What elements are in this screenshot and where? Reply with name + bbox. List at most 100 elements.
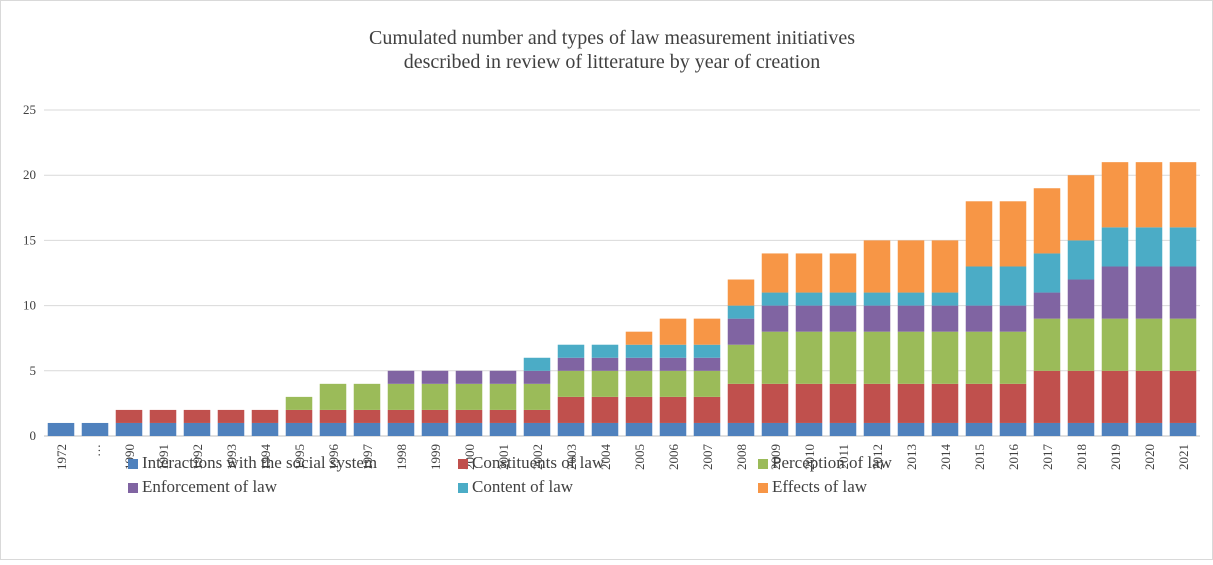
bar-segment bbox=[1135, 227, 1163, 267]
bar-segment bbox=[285, 409, 313, 423]
x-tick-label: 2011 bbox=[836, 444, 851, 470]
x-tick-label: 1991 bbox=[156, 444, 171, 470]
bar-segment bbox=[863, 331, 891, 384]
bar-segment bbox=[183, 409, 211, 423]
bar-segment bbox=[829, 305, 857, 332]
bar-segment bbox=[319, 422, 347, 436]
bar-segment bbox=[319, 409, 347, 423]
bar-segment bbox=[591, 396, 619, 423]
bar-segment bbox=[557, 422, 585, 436]
bar-segment bbox=[727, 383, 755, 423]
bar-segment bbox=[693, 396, 721, 423]
bar-segment bbox=[421, 422, 449, 436]
x-tick-label: 2020 bbox=[1142, 444, 1157, 470]
bar-segment bbox=[897, 422, 925, 436]
bar-segment bbox=[591, 357, 619, 371]
x-tick-label: 2008 bbox=[734, 444, 749, 470]
bar-segment bbox=[761, 422, 789, 436]
legend-label: Interactions with the social system bbox=[142, 453, 377, 472]
bar-segment bbox=[1135, 162, 1163, 228]
bar-segment bbox=[387, 409, 415, 423]
bar-segment bbox=[965, 422, 993, 436]
bar-segment bbox=[591, 422, 619, 436]
bar-segment bbox=[829, 422, 857, 436]
bar-segment bbox=[829, 292, 857, 306]
x-tick-label: 2001 bbox=[496, 444, 511, 470]
x-tick-label: 2005 bbox=[632, 444, 647, 470]
bar-segment bbox=[115, 422, 143, 436]
bar-segment bbox=[251, 422, 279, 436]
bar-segment bbox=[1033, 253, 1061, 293]
bar-segment bbox=[251, 409, 279, 423]
bar-segment bbox=[999, 383, 1027, 423]
x-tick-label: 1998 bbox=[394, 444, 409, 470]
legend-label: Effects of law bbox=[772, 477, 868, 496]
bar-segment bbox=[761, 253, 789, 293]
bar-segment bbox=[863, 292, 891, 306]
x-tick-label: 2019 bbox=[1108, 444, 1123, 470]
bar-segment bbox=[455, 409, 483, 423]
bar-segment bbox=[863, 305, 891, 332]
x-tick-label: 1992 bbox=[190, 444, 205, 470]
bar-segment bbox=[795, 292, 823, 306]
bar-segment bbox=[931, 422, 959, 436]
bar-segment bbox=[285, 396, 313, 410]
bar-segment bbox=[897, 240, 925, 293]
bar-segment bbox=[693, 370, 721, 397]
bar-segment bbox=[659, 396, 687, 423]
bar-segment bbox=[1033, 188, 1061, 254]
bar-segment bbox=[591, 370, 619, 397]
bar-segment bbox=[659, 422, 687, 436]
bar-segment bbox=[557, 396, 585, 423]
bar-segment bbox=[149, 422, 177, 436]
bar-segment bbox=[897, 305, 925, 332]
bar-segment bbox=[523, 409, 551, 423]
bar-segment bbox=[897, 331, 925, 384]
bar-segment bbox=[829, 383, 857, 423]
legend-swatch bbox=[758, 483, 768, 493]
bar-segment bbox=[931, 292, 959, 306]
y-tick-label: 25 bbox=[23, 102, 36, 117]
bar-segment bbox=[319, 383, 347, 410]
bar-segment bbox=[1067, 422, 1095, 436]
bar-segment bbox=[761, 305, 789, 332]
x-tick-label: 2016 bbox=[1006, 444, 1021, 471]
bar-segment bbox=[829, 253, 857, 293]
x-tick-label: 2006 bbox=[666, 444, 681, 471]
bar-segment bbox=[591, 344, 619, 358]
x-tick-label: … bbox=[88, 444, 103, 457]
bar-segment bbox=[557, 357, 585, 371]
x-tick-label: 2007 bbox=[700, 444, 715, 471]
bar-segment bbox=[999, 331, 1027, 384]
bar-segment bbox=[931, 305, 959, 332]
bar-segment bbox=[659, 318, 687, 345]
bar-segment bbox=[1033, 292, 1061, 319]
bar-segment bbox=[965, 331, 993, 384]
bar-segment bbox=[387, 370, 415, 384]
bar-segment bbox=[761, 331, 789, 384]
bar-segment bbox=[353, 383, 381, 410]
bar-segment bbox=[965, 201, 993, 267]
x-tick-label: 2014 bbox=[938, 444, 953, 471]
bar-segment bbox=[489, 383, 517, 410]
bar-segment bbox=[1169, 318, 1197, 371]
bar-segment bbox=[1067, 318, 1095, 371]
bar-segment bbox=[387, 422, 415, 436]
bar-segment bbox=[115, 409, 143, 423]
bar-segment bbox=[693, 357, 721, 371]
bar-segment bbox=[965, 266, 993, 306]
bar-segment bbox=[1033, 422, 1061, 436]
x-tick-label: 2015 bbox=[972, 444, 987, 470]
bar-segment bbox=[1135, 370, 1163, 423]
bar-segment bbox=[625, 357, 653, 371]
bar-segment bbox=[897, 292, 925, 306]
legend-swatch bbox=[458, 483, 468, 493]
legend-label: Perception of law bbox=[772, 453, 893, 472]
x-tick-label: 2013 bbox=[904, 444, 919, 470]
y-tick-label: 0 bbox=[30, 428, 37, 443]
chart-title: Cumulated number and types of law measur… bbox=[369, 27, 855, 49]
bar-segment bbox=[863, 240, 891, 293]
x-tick-label: 1996 bbox=[326, 444, 341, 471]
